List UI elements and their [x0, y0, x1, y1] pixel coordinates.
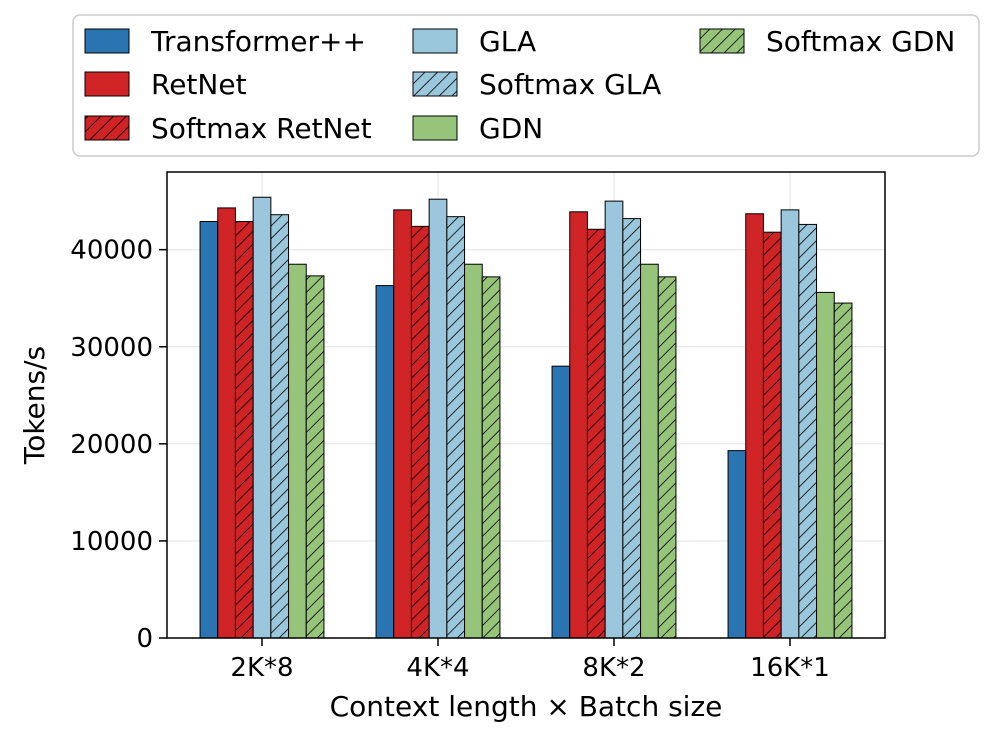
legend-swatch	[412, 115, 458, 141]
legend-item-gdn: GDN	[412, 112, 543, 145]
legend-swatch	[84, 28, 130, 54]
plot-area: 0 10000 20000 30000 40000 2K*8 4K*4 8K*2 16K*1	[70, 171, 886, 683]
bar-softmax-gdn-16k-1-hatch	[834, 303, 852, 638]
legend-swatch	[412, 28, 458, 54]
bar-gdn-8k-2	[640, 263, 659, 639]
legend-frame	[72, 14, 980, 157]
x-axis-label: Context length × Batch size	[330, 690, 723, 723]
legend-swatch-hatch	[700, 29, 744, 53]
legend-swatch	[84, 71, 130, 97]
bar-softmax-retnet-4k-4-hatch	[411, 226, 430, 638]
x-tick-label: 8K*2	[582, 653, 645, 683]
bar-softmax-retnet-2k-8-hatch	[235, 221, 254, 638]
bar-transformer-16k-1	[727, 450, 747, 639]
legend-label: Softmax GDN	[766, 25, 955, 58]
y-axis: 0 10000 20000 30000 40000	[70, 236, 167, 654]
legend-label: GDN	[479, 112, 543, 145]
x-tick-label: 2K*8	[230, 653, 293, 683]
y-axis-label: Tokens/s	[18, 346, 51, 465]
bar-retnet-16k-1	[745, 213, 764, 639]
legend-swatch-hatch	[85, 116, 129, 140]
bar-softmax-gdn-2k-8-hatch	[306, 275, 324, 638]
bar-softmax-gla-8k-2-hatch	[622, 218, 641, 638]
legend-item-softmax-retnet: Softmax RetNet	[84, 112, 372, 145]
legend-item-gla: GLA	[412, 25, 536, 58]
legend-item-softmax-gdn: Softmax GDN	[699, 25, 955, 58]
legend-label: Softmax RetNet	[151, 112, 372, 145]
y-tick-label: 20000	[70, 430, 153, 460]
plot-frame	[166, 171, 886, 639]
legend-item-softmax-gla: Softmax GLA	[412, 68, 661, 101]
y-tick-label: 0	[136, 624, 153, 654]
bar-softmax-retnet-16k-1-hatch	[763, 232, 782, 639]
y-tick-label: 40000	[70, 236, 153, 266]
bar-softmax-retnet-8k-2-hatch	[587, 229, 606, 638]
bar-gdn-4k-4	[464, 263, 483, 639]
bar-gla-8k-2	[604, 200, 624, 639]
bars	[199, 196, 853, 639]
x-tick-label: 16K*1	[750, 653, 830, 683]
legend: Transformer++ RetNet Softmax RetNet GLA Soft…	[72, 14, 980, 157]
bar-gla-4k-4	[428, 198, 448, 639]
legend-label: GLA	[479, 25, 536, 58]
bar-gla-2k-8	[252, 196, 272, 639]
legend-label: RetNet	[151, 68, 247, 101]
bar-softmax-gla-2k-8-hatch	[270, 214, 289, 638]
x-axis: 2K*8 4K*4 8K*2 16K*1	[230, 638, 830, 683]
x-tick-label: 4K*4	[406, 653, 469, 683]
bar-retnet-8k-2	[569, 211, 588, 639]
bar-softmax-gla-16k-1-hatch	[798, 224, 817, 639]
bar-gdn-2k-8	[288, 263, 307, 639]
y-tick-label: 30000	[70, 333, 153, 363]
bar-transformer-4k-4	[375, 285, 395, 639]
bar-softmax-gdn-4k-4-hatch	[482, 276, 500, 638]
bar-transformer-8k-2	[551, 365, 571, 639]
legend-swatch-hatch	[413, 72, 457, 96]
legend-label: Softmax GLA	[479, 68, 661, 101]
legend-label: Transformer++	[150, 25, 366, 58]
bar-softmax-gdn-8k-2-hatch	[658, 276, 676, 638]
bar-retnet-4k-4	[393, 209, 412, 639]
bar-gdn-16k-1	[816, 291, 835, 639]
y-tick-label: 10000	[70, 527, 153, 557]
bar-gla-16k-1	[780, 209, 800, 639]
bar-retnet-2k-8	[217, 207, 236, 639]
bar-transformer-2k-8	[199, 221, 219, 639]
legend-item-transformer: Transformer++	[84, 25, 366, 58]
bar-softmax-gla-4k-4-hatch	[446, 216, 465, 639]
legend-item-retnet: RetNet	[84, 68, 247, 101]
